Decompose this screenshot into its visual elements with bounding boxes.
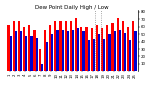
Bar	[54, 21, 56, 71]
Bar	[114, 31, 116, 71]
Bar	[67, 31, 69, 71]
Bar	[30, 36, 32, 71]
Bar	[56, 30, 59, 71]
Bar	[23, 27, 25, 71]
Bar	[112, 23, 114, 71]
Bar	[122, 21, 124, 71]
Bar	[88, 40, 90, 71]
Bar	[101, 28, 103, 71]
Bar	[103, 39, 105, 71]
Bar	[65, 21, 67, 71]
Bar	[72, 30, 74, 71]
Bar	[51, 34, 53, 71]
Bar	[96, 25, 98, 71]
Bar	[124, 33, 126, 71]
Bar	[33, 30, 36, 71]
Bar	[132, 21, 134, 71]
Bar	[46, 42, 48, 71]
Bar	[117, 18, 119, 71]
Bar	[41, 64, 43, 71]
Bar	[25, 36, 27, 71]
Bar	[39, 49, 41, 71]
Bar	[75, 18, 77, 71]
Bar	[127, 27, 129, 71]
Bar	[106, 25, 108, 71]
Bar	[108, 34, 111, 71]
Bar	[7, 25, 10, 71]
Bar	[15, 31, 17, 71]
Bar	[12, 21, 15, 71]
Bar	[98, 34, 100, 71]
Bar	[59, 21, 62, 71]
Bar	[91, 28, 93, 71]
Bar	[28, 25, 30, 71]
Bar	[44, 30, 46, 71]
Bar	[70, 21, 72, 71]
Bar	[62, 30, 64, 71]
Bar	[129, 40, 132, 71]
Bar	[82, 31, 85, 71]
Bar	[20, 31, 22, 71]
Title: Dew Point Daily High / Low: Dew Point Daily High / Low	[35, 5, 109, 10]
Bar	[77, 28, 79, 71]
Bar	[119, 30, 121, 71]
Bar	[10, 36, 12, 71]
Bar	[36, 38, 38, 71]
Bar	[85, 27, 88, 71]
Bar	[18, 21, 20, 71]
Bar	[93, 39, 95, 71]
Bar	[134, 31, 137, 71]
Bar	[49, 25, 51, 71]
Bar	[80, 27, 82, 71]
